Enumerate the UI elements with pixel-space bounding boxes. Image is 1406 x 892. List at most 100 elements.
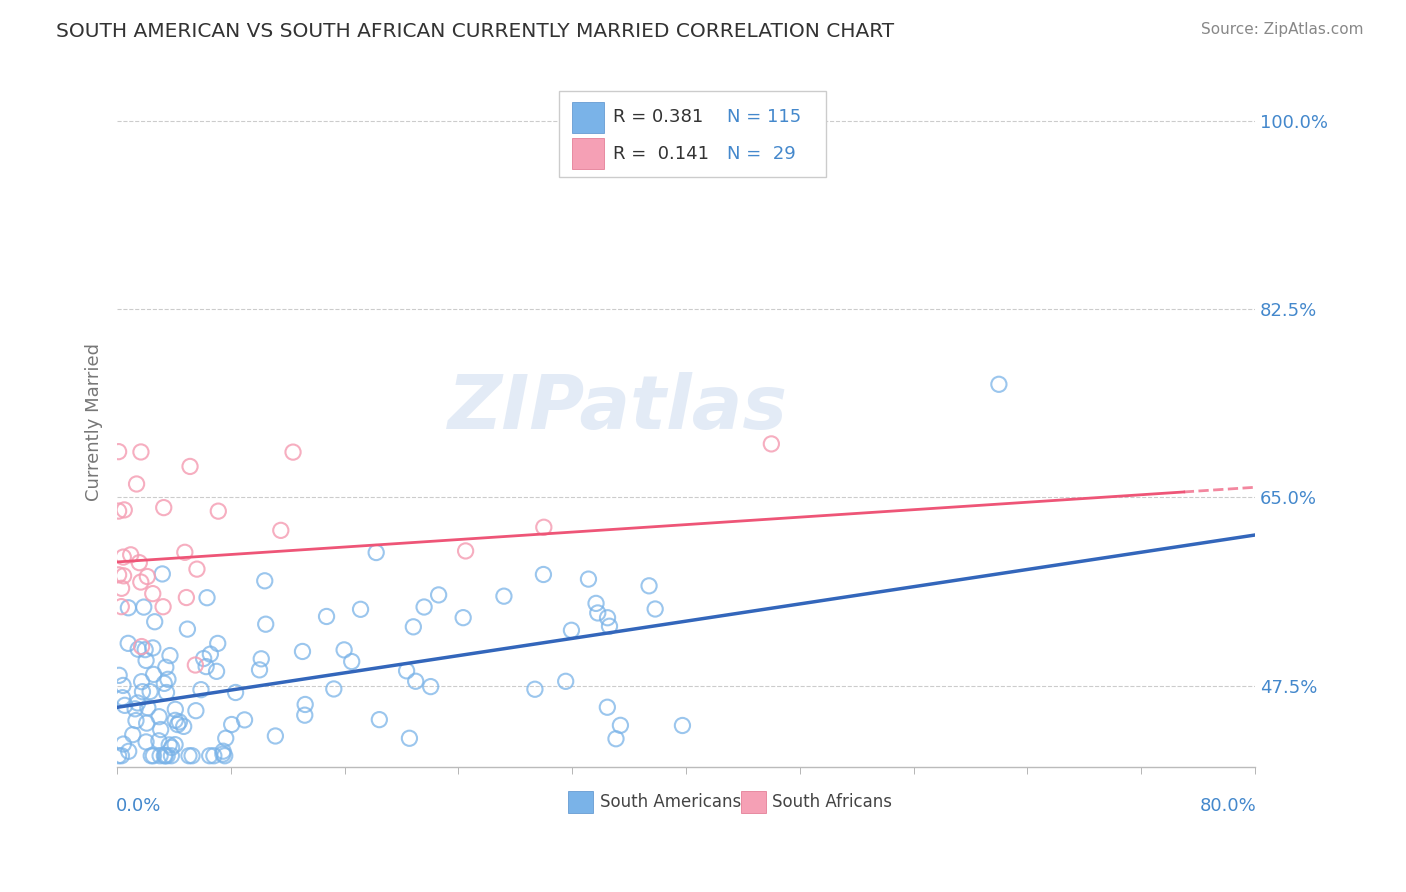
FancyBboxPatch shape <box>558 91 825 178</box>
Point <box>131 674 153 689</box>
Point <box>366 545 388 559</box>
Point <box>638 579 661 593</box>
Point <box>560 624 582 638</box>
Point <box>121 728 143 742</box>
Point <box>139 684 162 698</box>
Point <box>148 709 170 723</box>
Y-axis label: Currently Married: Currently Married <box>86 343 103 501</box>
Point <box>254 617 277 632</box>
Point <box>184 704 207 718</box>
Point <box>136 700 159 714</box>
Point <box>160 748 183 763</box>
Text: South Africans: South Africans <box>772 793 893 812</box>
Text: 80.0%: 80.0% <box>1199 797 1257 814</box>
Point <box>644 602 666 616</box>
Point <box>153 748 176 763</box>
Point <box>193 651 215 665</box>
Point <box>586 606 609 620</box>
Point <box>112 503 135 517</box>
Point <box>156 673 179 687</box>
Point <box>142 640 165 655</box>
Point <box>195 591 218 605</box>
Text: R = 0.381: R = 0.381 <box>613 108 703 126</box>
Point <box>142 587 165 601</box>
Point <box>585 596 607 610</box>
Point <box>427 588 450 602</box>
Point <box>112 550 135 565</box>
Point <box>114 698 136 713</box>
Point <box>554 674 576 689</box>
Point <box>294 708 316 723</box>
Point <box>207 504 229 518</box>
Text: N =  29: N = 29 <box>727 145 796 163</box>
Point <box>112 737 135 751</box>
Point <box>125 714 148 728</box>
Point <box>181 748 204 763</box>
Point <box>205 665 228 679</box>
Point <box>110 599 132 614</box>
Point <box>155 748 177 763</box>
Point <box>291 644 314 658</box>
Point <box>149 748 172 763</box>
Point <box>152 599 174 614</box>
Point <box>148 733 170 747</box>
Point <box>198 748 221 763</box>
Point <box>165 738 187 752</box>
Point <box>315 609 337 624</box>
Point <box>110 748 132 763</box>
Point <box>212 744 235 758</box>
Point <box>402 620 425 634</box>
Point <box>125 477 148 491</box>
Text: Source: ZipAtlas.com: Source: ZipAtlas.com <box>1201 22 1364 37</box>
FancyBboxPatch shape <box>741 791 766 814</box>
FancyBboxPatch shape <box>568 791 593 814</box>
Point <box>160 740 183 755</box>
Point <box>112 569 135 583</box>
Point <box>136 569 159 583</box>
Point <box>117 600 139 615</box>
Point <box>153 676 176 690</box>
Text: N = 115: N = 115 <box>727 108 801 126</box>
Point <box>492 589 515 603</box>
Point <box>107 748 129 763</box>
Point <box>454 544 477 558</box>
Point <box>281 445 304 459</box>
Point <box>250 652 273 666</box>
Point <box>150 566 173 581</box>
Point <box>533 567 555 582</box>
Point <box>132 600 155 615</box>
Point <box>221 717 243 731</box>
Point <box>159 648 181 663</box>
Point <box>111 690 134 705</box>
Point <box>135 735 157 749</box>
Point <box>143 615 166 629</box>
Point <box>120 548 142 562</box>
Point <box>142 667 165 681</box>
Point <box>405 674 427 689</box>
Point <box>108 668 131 682</box>
Point <box>253 574 276 588</box>
Point <box>761 437 783 451</box>
Point <box>322 681 344 696</box>
Point <box>184 658 207 673</box>
Point <box>131 640 153 654</box>
FancyBboxPatch shape <box>572 138 605 169</box>
Point <box>176 591 198 605</box>
Point <box>249 663 271 677</box>
Point <box>215 731 238 746</box>
Point <box>578 572 600 586</box>
Point <box>118 744 141 758</box>
Point <box>671 718 693 732</box>
Point <box>294 698 316 712</box>
Point <box>155 660 177 674</box>
Text: R =  0.141: R = 0.141 <box>613 145 709 163</box>
Point <box>233 713 256 727</box>
Point <box>368 713 391 727</box>
Point <box>987 377 1010 392</box>
Point <box>131 684 153 698</box>
Point <box>264 729 287 743</box>
Point <box>152 500 174 515</box>
Point <box>533 520 555 534</box>
Point <box>596 611 619 625</box>
Point <box>124 702 146 716</box>
